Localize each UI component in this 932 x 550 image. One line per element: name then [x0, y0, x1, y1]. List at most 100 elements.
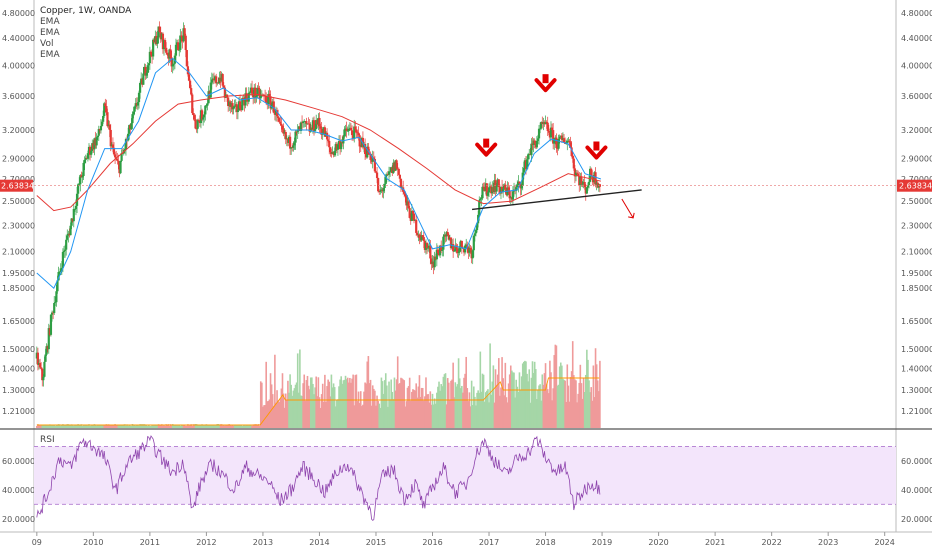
chart-legend: Copper, 1W, OANDA EMA EMA Vol EMA [40, 6, 131, 61]
volume-bar [484, 392, 487, 428]
volume-bar [392, 399, 395, 428]
candle-body [549, 127, 553, 138]
volume-bar [431, 393, 434, 428]
candle-body [272, 101, 275, 113]
indicator-ema-3[interactable]: EMA [40, 50, 60, 60]
volume-bar [372, 388, 375, 428]
volume-bar [54, 425, 57, 428]
volume-bar [87, 425, 89, 428]
candle-body [389, 171, 392, 173]
volume-bar [264, 405, 266, 428]
candle-body [156, 37, 159, 45]
volume-bar [275, 402, 277, 428]
volume-bar [490, 394, 492, 428]
volume-bar [74, 425, 76, 428]
candle-body [74, 205, 78, 209]
volume-bar [334, 406, 337, 428]
down-arrow-icon [585, 141, 608, 160]
candle-body [354, 126, 357, 130]
volume-bar [97, 425, 100, 428]
volume-bar [242, 425, 245, 428]
volume-bar [184, 425, 187, 428]
volume-bar [136, 425, 138, 428]
volume-bar [546, 389, 549, 428]
volume-bar [168, 425, 171, 428]
candle-body [238, 101, 242, 109]
time-tick-label: 2016 [422, 538, 442, 547]
volume-bar [328, 381, 331, 428]
volume-bar [81, 425, 84, 428]
candle-body [580, 177, 583, 185]
volume-bar [336, 400, 338, 428]
volume-bar [50, 425, 52, 428]
volume-bar [315, 376, 317, 428]
volume-bar [380, 377, 383, 428]
volume-bar [109, 424, 112, 428]
rsi-tick-label-left: 40.0000 [2, 486, 35, 495]
candle-body [65, 239, 68, 250]
candle-body [353, 126, 356, 139]
candle-body [99, 125, 103, 131]
volume-bar [43, 424, 46, 428]
candle-body [296, 129, 299, 132]
volume-bar [524, 360, 526, 428]
volume-bar [502, 378, 504, 428]
candle-body [547, 131, 550, 133]
candle-body [78, 184, 81, 186]
volume-bar [215, 425, 217, 428]
candle-body [90, 150, 93, 155]
last-price-tag-right [897, 179, 932, 192]
candle-body [148, 51, 151, 64]
candle-body [40, 367, 43, 369]
volume-bar [162, 425, 164, 428]
volume-bar [64, 424, 66, 428]
volume-bar [578, 382, 581, 428]
volume-bar [316, 396, 319, 428]
candle-body [235, 104, 238, 113]
candle-body [242, 98, 245, 100]
indicator-ema-1[interactable]: EMA [40, 17, 60, 27]
volume-bar [569, 377, 572, 428]
volume-bar [287, 380, 289, 428]
volume-bar [230, 425, 233, 428]
indicator-vol[interactable]: Vol [40, 39, 54, 49]
candle-body [100, 121, 104, 126]
candle-body [369, 154, 372, 160]
price-tick-label-right: 1.95000 [901, 269, 932, 278]
candle-body [408, 208, 411, 218]
candle-body [57, 272, 60, 281]
candle-body [325, 132, 329, 140]
volume-bar [391, 391, 394, 428]
volume-bar [495, 384, 498, 428]
volume-bar [409, 400, 412, 428]
volume-bar [265, 361, 267, 428]
volume-bar [295, 382, 298, 428]
volume-bar [458, 378, 461, 428]
volume-bar [233, 424, 236, 428]
volume-bar [386, 385, 388, 428]
price-tick-label-left: 3.60000 [2, 92, 35, 101]
volume-bar [200, 424, 202, 428]
volume-bar [419, 396, 422, 428]
volume-bar [301, 396, 303, 428]
candle-body [121, 153, 124, 154]
volume-bar [532, 372, 535, 428]
volume-bar [515, 379, 517, 428]
volume-bar [56, 425, 59, 428]
volume-bar [244, 425, 247, 428]
price-tick-label-left: 2.90000 [2, 154, 35, 163]
volume-bar [375, 405, 377, 428]
volume-bar [291, 395, 294, 428]
volume-bar [75, 425, 77, 428]
volume-bar [594, 348, 597, 428]
candle-body [82, 162, 85, 177]
volume-bar [486, 390, 488, 428]
volume-bar [283, 407, 286, 428]
volume-bar [567, 385, 570, 428]
time-tick-label: 09 [32, 538, 42, 547]
volume-bar [308, 389, 311, 428]
indicator-ema-2[interactable]: EMA [40, 28, 60, 38]
candle-body [184, 35, 187, 51]
volume-bar [327, 379, 329, 428]
